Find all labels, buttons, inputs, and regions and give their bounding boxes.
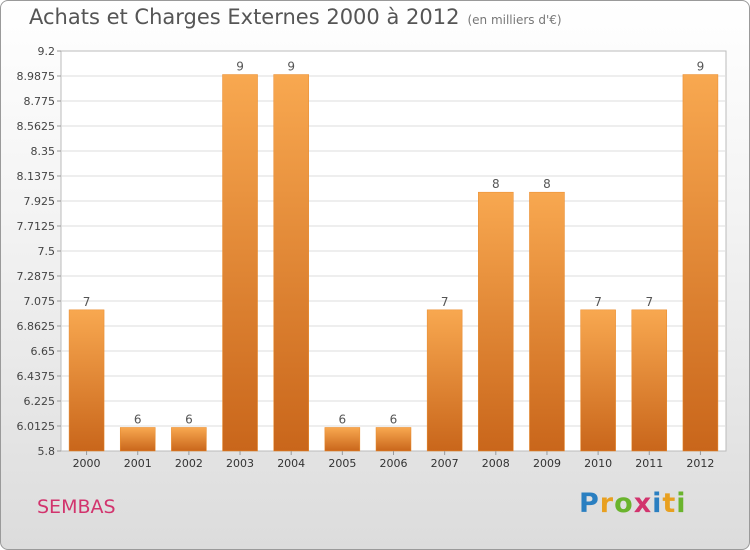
bar-value-label: 6 bbox=[185, 412, 193, 426]
y-tick-label: 6.8625 bbox=[17, 320, 56, 333]
bar-value-label: 7 bbox=[441, 295, 449, 309]
logo-letter: t bbox=[662, 488, 677, 519]
x-tick-label: 2002 bbox=[175, 457, 203, 470]
bars: 7 6 6 9 9 6 6 7 8 8 7 7 9 bbox=[68, 60, 719, 452]
y-tick-label: 6.4375 bbox=[17, 370, 56, 383]
x-tick-label: 2004 bbox=[277, 457, 305, 470]
x-tick-label: 2006 bbox=[380, 457, 408, 470]
x-tick-label: 2010 bbox=[584, 457, 612, 470]
logo-letter: x bbox=[633, 488, 653, 519]
x-tick-label: 2003 bbox=[226, 457, 254, 470]
bar bbox=[426, 309, 463, 452]
title-text: Achats et Charges Externes 2000 à 2012 bbox=[29, 5, 460, 29]
y-tick-label: 8.1375 bbox=[17, 170, 56, 183]
bar bbox=[273, 74, 309, 452]
y-tick-label: 7.2875 bbox=[17, 270, 56, 283]
bar bbox=[682, 74, 719, 452]
x-tick-label: 2007 bbox=[431, 457, 459, 470]
y-tick-label: 6.0125 bbox=[17, 420, 56, 433]
x-tick-labels: 2000 2001 2002 2003 2004 2005 2006 2007 2008 2009… bbox=[73, 451, 714, 470]
y-tick-label: 8.5625 bbox=[17, 120, 56, 133]
y-tick-label: 6.65 bbox=[31, 345, 56, 358]
bar-value-label: 7 bbox=[594, 295, 602, 309]
y-tick-label: 7.7125 bbox=[17, 220, 56, 233]
y-tick-labels: 5.8 6.0125 6.225 6.4375 6.65 6.8625 7.075 7.287… bbox=[17, 45, 56, 458]
commune-name: SEMBAS bbox=[37, 496, 116, 518]
logo-letter: r bbox=[599, 488, 615, 519]
chart-title: Achats et Charges Externes 2000 à 2012 (e… bbox=[29, 5, 562, 29]
x-tick-label: 2001 bbox=[124, 457, 152, 470]
bar-value-label: 7 bbox=[83, 295, 91, 309]
bar-value-label: 9 bbox=[697, 60, 705, 74]
unit-note: (en milliers d'€) bbox=[467, 13, 562, 27]
bar bbox=[478, 191, 514, 452]
bar-value-label: 6 bbox=[134, 412, 142, 426]
x-tick-label: 2000 bbox=[73, 457, 101, 470]
logo-letter: i bbox=[676, 488, 687, 519]
bar-value-label: 9 bbox=[236, 60, 244, 74]
bar-value-label: 7 bbox=[645, 295, 653, 309]
bar bbox=[222, 74, 258, 452]
x-tick-label: 2011 bbox=[635, 457, 663, 470]
bar bbox=[119, 427, 156, 452]
grid-lines bbox=[57, 50, 726, 452]
y-tick-label: 5.8 bbox=[38, 445, 56, 458]
y-tick-label: 7.5 bbox=[38, 245, 56, 258]
logo-letter: P bbox=[579, 488, 600, 519]
y-tick-label: 6.225 bbox=[24, 395, 56, 408]
bar-value-label: 9 bbox=[287, 60, 295, 74]
bar bbox=[68, 309, 105, 452]
bar bbox=[529, 191, 565, 452]
bar-value-label: 6 bbox=[390, 412, 398, 426]
y-tick-label: 7.075 bbox=[24, 295, 56, 308]
proxiti-logo[interactable]: Proxiti bbox=[579, 488, 687, 519]
logo-letter: i bbox=[652, 488, 663, 519]
logo-letter: o bbox=[614, 488, 634, 519]
bar-value-label: 8 bbox=[492, 177, 500, 191]
y-tick-label: 8.35 bbox=[31, 145, 56, 158]
x-tick-label: 2008 bbox=[482, 457, 510, 470]
y-tick-label: 7.925 bbox=[24, 195, 56, 208]
bar-value-label: 8 bbox=[543, 177, 551, 191]
y-tick-label: 9.2 bbox=[38, 45, 56, 58]
bar bbox=[171, 427, 207, 452]
bar bbox=[631, 309, 668, 452]
bar bbox=[580, 309, 616, 452]
bar bbox=[324, 427, 361, 452]
bar bbox=[375, 427, 412, 452]
y-tick-label: 8.775 bbox=[24, 95, 56, 108]
x-tick-label: 2012 bbox=[686, 457, 714, 470]
x-tick-label: 2005 bbox=[328, 457, 356, 470]
x-tick-label: 2009 bbox=[533, 457, 561, 470]
bar-value-label: 6 bbox=[339, 412, 347, 426]
y-tick-label: 8.9875 bbox=[17, 70, 56, 83]
